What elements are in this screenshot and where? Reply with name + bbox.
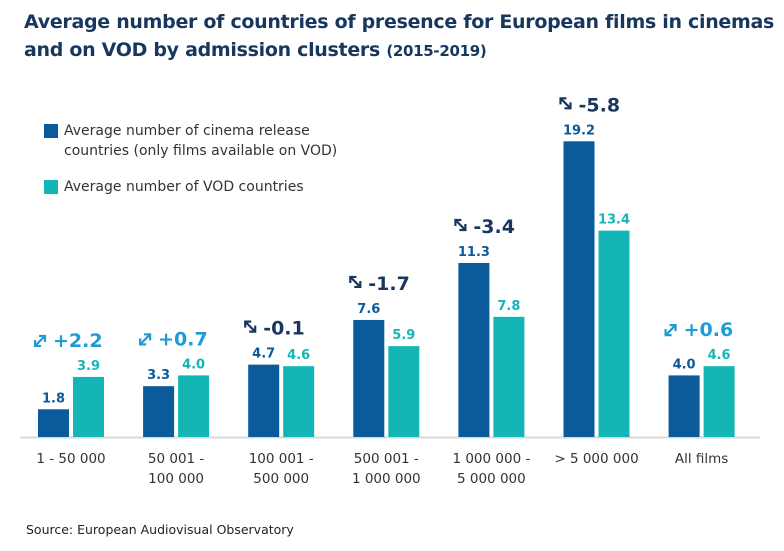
value-label-cinema: 3.3 xyxy=(147,368,170,383)
bar-vod xyxy=(388,346,420,437)
value-label-cinema: 4.7 xyxy=(252,347,275,362)
difference-label: +0.7 xyxy=(158,328,208,350)
bar-vod xyxy=(73,376,104,437)
x-tick-label: 5 000 000 xyxy=(457,471,526,487)
x-tick-label: 1 000 000 - xyxy=(452,451,530,467)
trend-down-arrow-icon xyxy=(454,218,467,232)
legend-item-vod: Average number of VOD countries xyxy=(44,177,304,197)
value-label-vod: 3.9 xyxy=(77,359,100,374)
legend-label-cinema: Average number of cinema release countri… xyxy=(64,123,338,159)
bar-cinema xyxy=(143,386,175,437)
difference-label: -5.8 xyxy=(579,94,621,116)
difference-label: +2.2 xyxy=(53,330,103,352)
bar-vod xyxy=(178,375,210,437)
bar-vod xyxy=(703,366,735,437)
bar-cinema xyxy=(38,409,69,437)
trend-up-arrow-icon xyxy=(139,333,152,346)
x-tick-label: 1 - 50 000 xyxy=(36,451,105,467)
trend-down-arrow-icon xyxy=(349,275,362,289)
trend-down-arrow-icon xyxy=(559,97,572,110)
bar-cinema xyxy=(563,141,595,437)
bar-cinema xyxy=(458,262,490,437)
x-tick-label: 1 000 000 xyxy=(352,471,421,487)
x-tick-label: 500 000 xyxy=(253,471,309,487)
x-tick-label: All films xyxy=(675,451,728,467)
difference-label: +0.6 xyxy=(684,319,734,341)
trend-down-arrow-icon xyxy=(244,320,257,333)
value-label-vod: 5.9 xyxy=(392,328,415,343)
legend-item-cinema: Average number of cinema release countri… xyxy=(44,121,344,161)
value-label-cinema: 4.0 xyxy=(673,357,696,372)
source-note: Source: European Audiovisual Observatory xyxy=(26,522,294,537)
trend-up-arrow-icon xyxy=(33,334,47,348)
value-label-vod: 4.6 xyxy=(708,348,731,363)
bar-cinema xyxy=(668,375,700,437)
bar-cinema xyxy=(248,364,280,437)
x-tick-label: 50 001 - xyxy=(148,451,205,467)
x-tick-label: > 5 000 000 xyxy=(554,451,638,467)
legend-swatch-cinema xyxy=(44,124,58,138)
value-label-vod: 13.4 xyxy=(598,213,630,228)
bar-vod xyxy=(283,366,315,437)
value-label-cinema: 1.8 xyxy=(42,391,65,406)
difference-label: -1.7 xyxy=(368,273,410,295)
x-tick-label: 100 000 xyxy=(148,471,204,487)
x-tick-label: 500 001 - xyxy=(354,451,419,467)
chart-title: Average number of countries of presence … xyxy=(24,11,775,61)
value-label-vod: 7.8 xyxy=(497,299,520,314)
difference-label: -0.1 xyxy=(263,318,305,340)
value-label-vod: 4.0 xyxy=(182,357,205,372)
bar-vod xyxy=(493,316,525,437)
legend-label-vod: Average number of VOD countries xyxy=(64,179,304,195)
value-label-cinema: 11.3 xyxy=(458,245,490,260)
value-label-cinema: 19.2 xyxy=(563,123,595,138)
value-label-vod: 4.6 xyxy=(287,348,310,363)
bar-cinema xyxy=(353,319,385,437)
difference-label: -3.4 xyxy=(473,216,515,238)
legend-swatch-vod xyxy=(44,180,58,194)
trend-up-arrow-icon xyxy=(664,324,677,337)
value-label-cinema: 7.6 xyxy=(357,302,380,317)
x-tick-label: 100 001 - xyxy=(249,451,314,467)
bar-vod xyxy=(598,230,630,437)
